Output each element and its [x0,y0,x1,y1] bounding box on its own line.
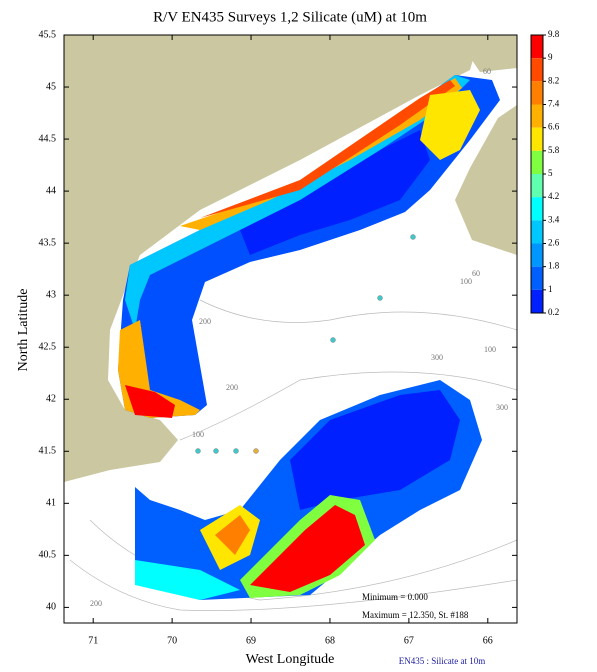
colorbar-label: 0.2 [548,307,559,317]
colorbar-label: 2.6 [548,238,560,248]
y-tick-label: 45 [46,81,56,92]
colorbar-label: 7.4 [548,99,560,109]
x-tick-label: 67 [404,635,414,646]
x-tick-label: 66 [483,635,493,646]
land [455,35,517,72]
colorbar-label: 9.8 [548,29,560,39]
depth-label: 200 [226,383,238,392]
colorbar-band [531,174,543,198]
x-tick-label: 71 [88,635,98,646]
depth-label: 200 [199,317,211,326]
y-tick-label: 43.5 [39,237,57,248]
depth-label: 100 [460,277,472,286]
survey-field [215,515,250,555]
y-tick-label: 42 [46,394,56,405]
depth-label: 300 [496,403,508,412]
colorbar-band [531,243,543,267]
x-tick-label: 69 [246,635,256,646]
colorbar-label: 6.6 [548,122,560,132]
depth-label: 100 [192,430,204,439]
colorbar-label: 9 [548,52,553,62]
survey-field [240,130,430,255]
x-tick-label: 70 [167,635,177,646]
land [64,35,480,482]
land [455,105,517,255]
colorbar-band [531,266,543,290]
colorbar-label: 1 [548,284,553,294]
y-tick-label: 43 [46,289,56,300]
depth-label: 60 [483,67,491,76]
frame [63,34,518,624]
survey-field [290,390,460,510]
footer: EN435 : Silicate at 10m [399,656,485,666]
y-tick-label: 45.5 [39,29,57,40]
survey-field [125,385,175,418]
colorbar-band [531,127,543,151]
y-tick-label: 44.5 [39,133,57,144]
depth-label: 100 [484,345,496,354]
colorbar-label: 3.4 [548,214,560,224]
annotation: Maximum = 12.350, St. #188 [362,610,469,620]
depth-label: 300 [431,353,443,362]
survey-field [135,560,240,600]
stations [195,234,416,454]
survey-field [420,90,480,160]
annotation: Minimum = 0.000 [362,592,428,602]
colorbar-band [531,104,543,128]
map-layers [64,35,517,623]
x-tick-label: 68 [325,635,335,646]
colorbar-label: 1.8 [548,261,560,271]
colorbar-label: 4.2 [548,191,559,201]
colorbar-band [531,220,543,244]
y-tick-label: 42.5 [39,342,57,353]
colorbar-band [531,81,543,105]
title: R/V EN435 Surveys 1,2 Silicate (uM) at 1… [153,9,427,25]
colorbar-band [531,150,543,174]
x-axis-label: West Longitude [246,652,335,667]
y-tick-label: 40 [46,602,56,613]
y-tick-label: 40.5 [39,550,57,561]
depth-label: 200 [90,599,102,608]
y-tick-label: 41 [46,498,56,509]
depth-label: 60 [472,269,480,278]
colorbar-label: 5.8 [548,145,560,155]
bathymetry [69,299,517,611]
y-tick-label: 44 [46,185,56,196]
colorbar-label: 5 [548,168,553,178]
colorbar-band [531,197,543,221]
survey-field [250,505,365,592]
survey-field [200,80,455,218]
colorbar-label: 8.2 [548,75,559,85]
y-axis-label: North Latitude [16,289,31,372]
colorbar-band [531,289,543,313]
y-tick-label: 41.5 [39,446,57,457]
colorbar-band [531,58,543,82]
colorbar-band [531,35,543,59]
